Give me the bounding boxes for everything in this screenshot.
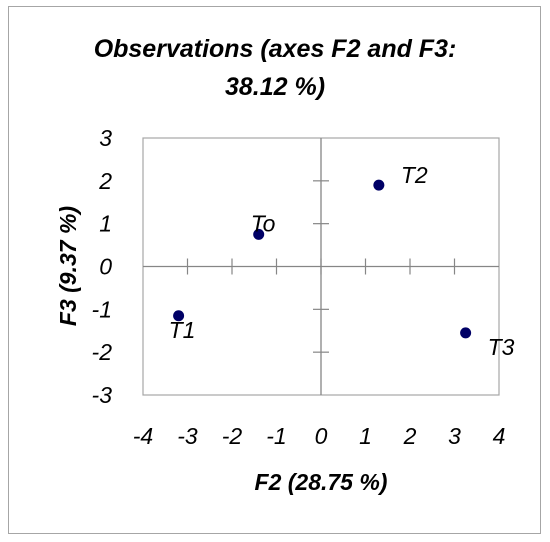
x-tick-label: 0 bbox=[315, 423, 328, 449]
y-tick-label: -2 bbox=[92, 339, 113, 365]
tick-labels: -4 -3 -2 -1 0 1 2 3 4 3 2 1 0 -1 -2 -3 bbox=[92, 125, 506, 449]
point-label: T2 bbox=[401, 162, 428, 188]
point-label: T1 bbox=[169, 317, 196, 343]
point-label: T3 bbox=[488, 334, 515, 360]
y-tick-label: 3 bbox=[99, 125, 112, 151]
y-tick-label: -1 bbox=[92, 296, 112, 322]
chart-title-line-1: Observations (axes F2 and F3: bbox=[93, 35, 457, 63]
x-tick-label: 4 bbox=[493, 423, 506, 449]
data-point bbox=[460, 327, 472, 339]
chart-title-line-2: 38.12 %) bbox=[224, 73, 326, 101]
x-tick-label: -2 bbox=[222, 423, 243, 449]
x-tick-label: -4 bbox=[133, 423, 153, 449]
data-point bbox=[253, 228, 265, 240]
data-point bbox=[373, 179, 385, 191]
x-tick-label: 1 bbox=[359, 423, 372, 449]
y-tick-label: 0 bbox=[99, 254, 112, 280]
data-points: To T1 T2 T3 bbox=[169, 162, 515, 360]
x-axis-title: F2 (28.75 %) bbox=[255, 469, 388, 495]
y-tick-label: -3 bbox=[92, 382, 113, 408]
x-tick-label: 2 bbox=[403, 423, 417, 449]
point-label: To bbox=[251, 210, 276, 236]
data-point bbox=[173, 310, 185, 322]
y-tick-label: 1 bbox=[99, 211, 112, 237]
x-tick-label: 3 bbox=[448, 423, 461, 449]
x-tick-label: -1 bbox=[266, 423, 286, 449]
x-tick-label: -3 bbox=[177, 423, 198, 449]
y-tick-label: 2 bbox=[98, 168, 112, 194]
chart-title: Observations (axes F2 and F3: 38.12 %) bbox=[0, 30, 550, 106]
axes bbox=[143, 138, 499, 395]
y-axis-title: F3 (9.37 %) bbox=[55, 206, 81, 326]
